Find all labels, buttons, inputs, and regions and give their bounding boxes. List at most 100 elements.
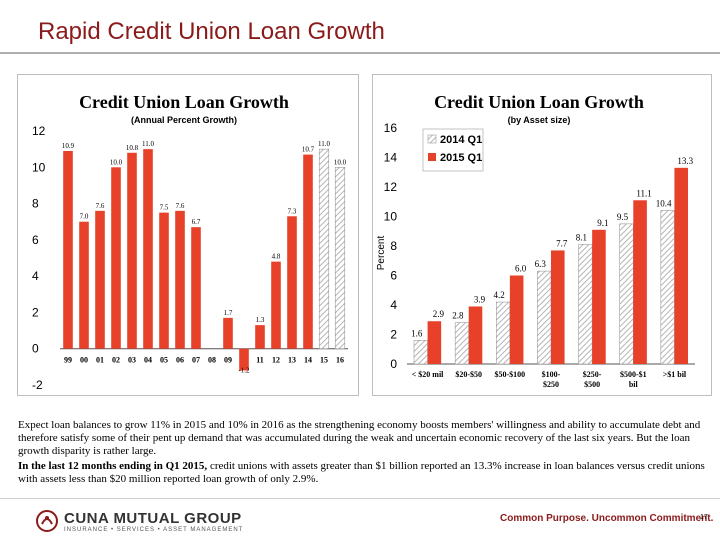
chart1-data-label: 7.3: [288, 207, 297, 215]
chart1-data-label: 7.6: [176, 202, 185, 210]
chart1-bar: [159, 212, 169, 349]
chart2-ytick-label: 16: [384, 121, 398, 135]
chart1-data-label: 1.7: [224, 309, 233, 317]
chart2-data-label: 8.1: [576, 233, 587, 243]
chart1-bar: [318, 148, 330, 349]
chart1-bar: [287, 216, 297, 349]
chart1-bar: [127, 152, 137, 349]
chart1-ytick-label: -2: [32, 378, 43, 392]
chart1-category-label: 15: [320, 356, 328, 365]
chart1-bar: [334, 167, 346, 349]
chart2-data-label: 1.6: [411, 328, 423, 338]
slide-title: Rapid Credit Union Loan Growth: [38, 18, 385, 45]
chart2-data-label: 10.4: [656, 199, 672, 209]
chart2-legend: 2014 Q1 2015 Q1: [422, 128, 484, 172]
paragraph-2-rest: credit unions with assets greater than $…: [18, 460, 705, 485]
chart1-ytick-label: 8: [32, 197, 39, 211]
chart2-category-label: $20-$50: [455, 370, 482, 379]
chart1-bar: [255, 325, 265, 349]
chart2-bar: [619, 223, 634, 365]
chart2-bar: [509, 275, 524, 364]
chart2-bar: [413, 340, 428, 365]
chart2-bar: [660, 210, 675, 365]
chart1-category-label: 13: [288, 356, 296, 365]
chart2-category-label: $500: [584, 380, 600, 389]
annual-growth-chart-panel: Credit Union Loan Growth (Annual Percent…: [17, 74, 359, 396]
chart1-bar: [111, 167, 121, 349]
cuna-logo-mark-icon: [36, 510, 58, 532]
chart1-data-label: -1.2: [238, 367, 250, 375]
chart1-ytick-label: 10: [32, 160, 46, 174]
chart1-category-label: 04: [144, 356, 152, 365]
body-text: Expect loan balances to grow 11% in 2015…: [18, 419, 708, 486]
chart2-bar: [496, 301, 511, 365]
chart1-data-label: 7.6: [96, 202, 105, 210]
chart1-data-label: 11.0: [318, 140, 330, 148]
chart1-category-label: 12: [272, 356, 280, 365]
chart1-data-label: 7.0: [80, 213, 89, 221]
chart1-bar: [143, 149, 153, 349]
title-rule: [0, 52, 720, 54]
chart1-bar: [223, 317, 233, 349]
page-number: 17: [700, 514, 708, 521]
chart1-category-label: 09: [224, 356, 232, 365]
chart2-legend-label: 2015 Q1: [440, 152, 482, 164]
chart1-ytick-label: 12: [32, 124, 46, 138]
chart1-data-label: 4.8: [272, 253, 281, 261]
chart1-category-label: 08: [208, 356, 216, 365]
chart2-bar: [633, 200, 647, 364]
chart1-category-label: 03: [128, 356, 136, 365]
chart1-ytick-label: 2: [32, 305, 39, 319]
chart2-data-label: 3.9: [474, 294, 486, 304]
chart2-data-label: 9.1: [597, 218, 608, 228]
logo-sub-text: INSURANCE • SERVICES • ASSET MANAGEMENT: [64, 526, 244, 533]
chart1-ytick-label: 4: [32, 269, 39, 283]
chart2-ytick-label: 10: [384, 210, 398, 224]
chart1-data-label: 1.3: [256, 316, 265, 324]
asset-size-chart-panel: Credit Union Loan Growth (by Asset size)…: [372, 74, 712, 396]
chart1-data-label: 11.0: [142, 140, 154, 148]
chart2-legend-label: 2014 Q1: [440, 134, 482, 146]
chart1-category-label: 02: [112, 356, 120, 365]
chart2-title: Credit Union Loan Growth: [434, 92, 644, 112]
chart2-category-label: $50-$100: [495, 370, 526, 379]
cuna-logo: CUNA MUTUAL GROUP INSURANCE • SERVICES •…: [36, 509, 243, 533]
chart2-bar: [537, 270, 552, 365]
chart2-bar: [674, 167, 689, 364]
chart2-data-label: 6.0: [515, 264, 527, 274]
paragraph-1: Expect loan balances to grow 11% in 2015…: [18, 419, 701, 457]
chart2-bar: [454, 322, 469, 365]
chart1-bar: [175, 210, 185, 349]
chart1-data-label: 10.7: [302, 146, 315, 154]
chart2-bar: [592, 229, 606, 364]
chart1-title: Credit Union Loan Growth: [79, 92, 289, 112]
chart1-data-label: 10.0: [334, 158, 347, 166]
chart1-bar: [95, 210, 105, 349]
chart2-data-label: 13.3: [677, 156, 693, 166]
chart2-category-label: < $20 mil: [412, 370, 444, 379]
asset-size-chart: Credit Union Loan Growth (by Asset size)…: [376, 92, 695, 389]
chart1-data-label: 10.8: [126, 144, 139, 152]
chart2-subtitle: (by Asset size): [508, 115, 571, 125]
chart2-data-label: 4.2: [493, 290, 504, 300]
chart2-ytick-label: 8: [390, 239, 397, 253]
chart1-ytick-label: 6: [32, 233, 39, 247]
chart1-data-label: 6.7: [192, 218, 201, 226]
chart1-category-label: 16: [336, 356, 344, 365]
chart1-category-label: 14: [304, 356, 312, 365]
chart1-bar: [303, 154, 313, 349]
chart2-legend-swatch: [427, 134, 437, 144]
chart2-data-label: 9.5: [617, 212, 629, 222]
chart2-bar: [427, 321, 442, 364]
chart2-category-label: bil: [629, 380, 639, 389]
chart2-data-label: 7.7: [556, 238, 568, 248]
chart2-data-label: 11.1: [636, 188, 651, 198]
chart1-subtitle: (Annual Percent Growth): [131, 115, 237, 125]
chart1-bar: [271, 261, 281, 349]
chart1-data-label: 10.9: [62, 142, 75, 150]
chart2-ytick-label: 12: [384, 180, 398, 194]
chart1-bar: [191, 227, 201, 349]
chart1-category-label: 99: [64, 356, 72, 365]
chart2-ytick-label: 4: [390, 298, 397, 312]
chart2-category-label: $250: [543, 380, 559, 389]
